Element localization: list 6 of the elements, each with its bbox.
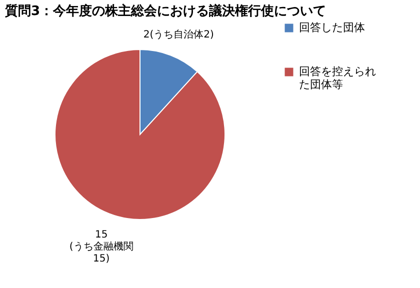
- legend-label: 回答した団体: [299, 21, 365, 34]
- data-label: 2(うち自治体2): [143, 28, 214, 41]
- pie-slice: [54, 49, 226, 220]
- chart-title: 質問3：今年度の株主総会における議決権行使について: [4, 3, 326, 19]
- data-label: 15 (うち金融機関 15): [69, 229, 134, 264]
- legend-label: 回答を控えられた団体等: [299, 65, 376, 91]
